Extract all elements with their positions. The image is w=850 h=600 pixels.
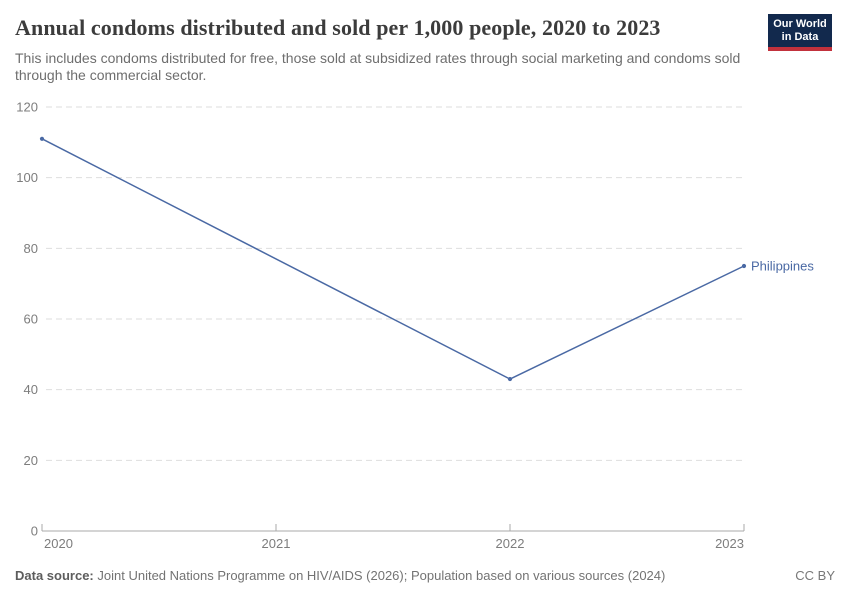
y-axis-tick-label: 100 bbox=[16, 170, 38, 185]
owid-logo[interactable]: Our World in Data bbox=[768, 14, 832, 51]
data-point-marker[interactable] bbox=[39, 136, 45, 141]
data-source-label: Data source: bbox=[15, 568, 94, 583]
x-axis-tick-label: 2020 bbox=[44, 536, 73, 551]
owid-logo-line2: in Data bbox=[781, 31, 819, 43]
x-axis-tick-label: 2021 bbox=[262, 536, 291, 551]
y-axis-tick-label: 80 bbox=[24, 241, 38, 256]
y-axis-tick-label: 0 bbox=[31, 524, 38, 539]
y-axis-tick-label: 120 bbox=[16, 100, 38, 115]
x-axis-tick-label: 2022 bbox=[496, 536, 525, 551]
owid-logo-line1: Our World bbox=[773, 18, 827, 30]
data-point-marker[interactable] bbox=[507, 376, 513, 382]
y-axis-tick-label: 60 bbox=[24, 312, 38, 327]
y-axis-tick-label: 40 bbox=[24, 382, 38, 397]
chart-subtitle: This includes condoms distributed for fr… bbox=[15, 50, 741, 83]
series-end-label[interactable]: Philippines bbox=[751, 259, 814, 274]
license-link[interactable]: CC BY bbox=[795, 568, 835, 583]
data-point-marker[interactable] bbox=[741, 263, 747, 269]
chart-title: Annual condoms distributed and sold per … bbox=[15, 15, 661, 40]
y-axis-tick-label: 20 bbox=[24, 453, 38, 468]
data-source: Data source: Joint United Nations Progra… bbox=[15, 568, 665, 583]
chart-footer: Data source: Joint United Nations Progra… bbox=[15, 568, 835, 583]
x-axis-tick-label: 2023 bbox=[715, 536, 744, 551]
line-chart-canvas[interactable]: 0 20 40 60 80 100 120 2020 2021 2022 2023 Philippin… bbox=[0, 92, 850, 567]
data-source-text: Joint United Nations Programme on HIV/AI… bbox=[97, 568, 666, 583]
data-line[interactable] bbox=[41, 138, 745, 380]
